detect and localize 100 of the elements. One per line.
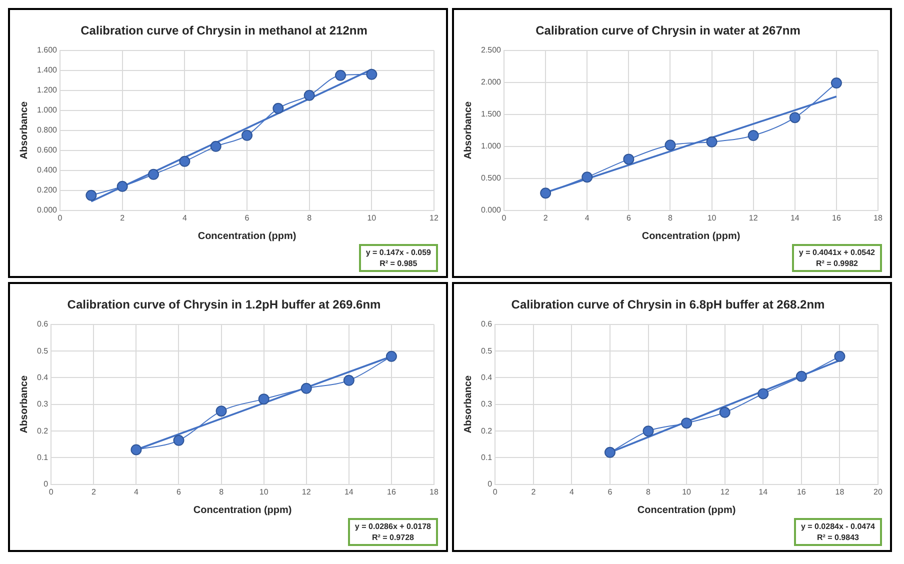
y-tick-label: 1.400 — [36, 66, 58, 75]
chart-title: Calibration curve of Chrysin in water at 267nm — [536, 24, 800, 38]
y-tick-label: 0.6 — [36, 320, 49, 329]
x-tick-label: 4 — [182, 213, 188, 222]
x-tick-label: 14 — [344, 487, 354, 496]
y-tick-label: 0.000 — [480, 206, 502, 215]
x-tick-label: 16 — [832, 213, 842, 222]
x-tick-label: 10 — [682, 487, 692, 496]
y-tick-label: 0.000 — [36, 206, 58, 215]
x-tick-label: 4 — [569, 487, 574, 496]
y-tick-label: 0.5 — [36, 346, 49, 356]
x-tick-label: 14 — [758, 487, 768, 496]
x-tick-label: 2 — [543, 213, 548, 222]
x-tick-label: 4 — [134, 487, 139, 496]
y-tick-label: 0.1 — [36, 452, 49, 462]
point — [300, 382, 312, 394]
point — [116, 180, 128, 192]
y-tick-label: 0 — [44, 480, 49, 489]
y-tick-label: 1.600 — [36, 46, 58, 55]
y-axis-title: Absorbance — [18, 375, 30, 434]
point — [664, 140, 676, 151]
x-axis-title: Concentration (ppm) — [637, 504, 736, 516]
y-tick-label: 0 — [488, 480, 493, 489]
y-tick-label: 0.600 — [36, 146, 58, 155]
point — [335, 70, 346, 81]
y-tick-label: 0.2 — [480, 426, 493, 436]
text: y = 0.4041x + 0.0542 — [798, 247, 875, 258]
x-axis-title: Concentration (ppm) — [193, 504, 292, 516]
x-tick-label: 2 — [120, 213, 126, 222]
point — [216, 406, 227, 417]
point — [719, 406, 730, 418]
y-axis-title: Absorbance — [462, 375, 474, 434]
point — [748, 130, 759, 142]
y-tick-label: 1.200 — [36, 86, 58, 95]
point — [386, 350, 397, 362]
y-tick-label: 0.4 — [36, 372, 49, 382]
text: y = 0.0284x - 0.0474 — [800, 521, 875, 532]
point — [179, 156, 190, 167]
y-tick-label: 0.500 — [480, 174, 502, 183]
x-tick-label: 2 — [531, 487, 536, 496]
x-tick-label: 12 — [302, 487, 312, 496]
x-tick-label: 8 — [307, 213, 312, 222]
point — [540, 188, 552, 199]
y-tick-label: 0.3 — [480, 400, 493, 409]
point — [582, 172, 593, 183]
x-tick-label: 18 — [874, 213, 883, 222]
point — [242, 130, 253, 141]
point — [366, 68, 378, 80]
y-axis-title: Absorbance — [462, 101, 474, 160]
x-tick-label: 6 — [176, 487, 182, 496]
point — [789, 112, 800, 124]
point — [272, 102, 284, 114]
point — [258, 394, 270, 405]
point — [796, 370, 807, 382]
x-tick-label: 8 — [219, 487, 224, 496]
text: y = 0.0286x + 0.0178 — [354, 521, 431, 532]
y-tick-label: 1.000 — [480, 142, 502, 151]
x-tick-label: 14 — [790, 213, 800, 222]
x-tick-label: 4 — [584, 213, 590, 222]
x-tick-label: 18 — [430, 487, 439, 496]
x-tick-label: 12 — [748, 213, 758, 222]
y-tick-label: 0.400 — [36, 166, 58, 175]
x-tick-label: 8 — [668, 213, 674, 222]
y-tick-label: 0.4 — [480, 372, 493, 382]
point — [681, 418, 692, 429]
point — [343, 374, 354, 386]
text: R² = 0.9728 — [370, 532, 415, 543]
point — [830, 78, 842, 89]
y-tick-label: 0.1 — [480, 452, 493, 462]
point — [604, 446, 616, 458]
chart-title: Calibration curve of Chrysin in methanol at 212nm — [80, 24, 368, 38]
y-tick-label: 0.3 — [36, 400, 49, 409]
x-axis-title: Concentration (ppm) — [198, 230, 296, 242]
x-tick-label: 10 — [367, 213, 377, 222]
x-tick-label: 2 — [91, 487, 96, 496]
point — [130, 444, 142, 456]
text: y = 0.147x - 0.059 — [366, 247, 431, 258]
point — [86, 190, 97, 201]
chart-title: Calibration curve of Chrysin in 6.8pH buffer at 268.2nm — [511, 298, 825, 312]
x-tick-label: 10 — [259, 487, 269, 496]
x-tick-label: 16 — [796, 487, 806, 496]
y-tick-label: 0.2 — [36, 426, 49, 436]
point — [642, 426, 654, 437]
x-tick-label: 12 — [430, 213, 439, 222]
point — [758, 388, 769, 400]
text: R² = 0.9982 — [814, 258, 859, 269]
x-tick-label: 12 — [720, 487, 730, 496]
x-tick-label: 16 — [387, 487, 396, 496]
y-tick-label: 0.5 — [480, 346, 493, 356]
y-tick-label: 2.500 — [480, 46, 502, 55]
y-tick-label: 1.500 — [480, 110, 502, 119]
y-tick-label: 0.6 — [480, 320, 493, 329]
x-tick-label: 6 — [626, 213, 632, 222]
x-axis-title: Concentration (ppm) — [642, 230, 740, 242]
point — [210, 140, 222, 152]
point — [623, 154, 634, 165]
point — [173, 434, 184, 446]
x-tick-label: 8 — [646, 487, 652, 496]
x-tick-label: 10 — [707, 213, 717, 222]
y-tick-label: 0.200 — [36, 186, 58, 195]
